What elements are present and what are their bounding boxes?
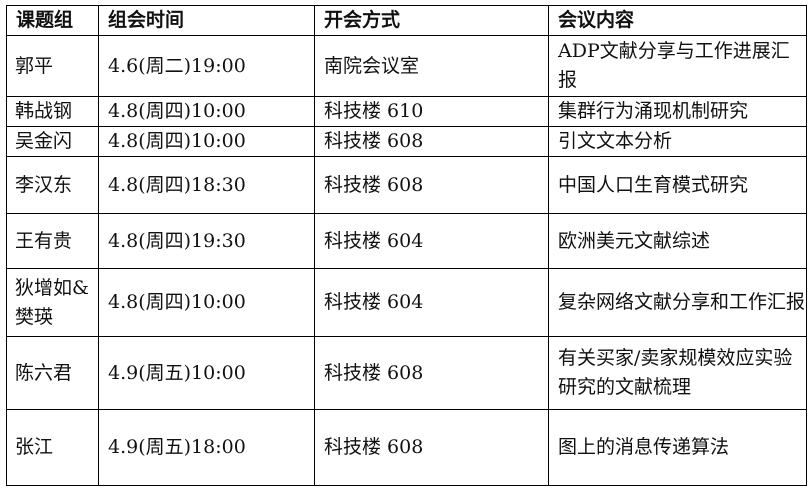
header-content: 会议内容: [548, 5, 807, 36]
table-row: 郭平 4.6(周二)19:00 南院会议室 ADP文献分享与工作进展汇报: [6, 35, 807, 97]
table-row: 王有贵 4.8(周四)19:30 科技楼 604 欧洲美元文献综述: [6, 213, 807, 269]
content-cell: 中国人口生育模式研究: [548, 156, 807, 214]
place-cell: 科技楼 608: [314, 336, 549, 410]
group-cell: 陈六君: [6, 336, 99, 410]
place-cell: 科技楼 608: [314, 156, 549, 214]
place-cell: 科技楼 608: [314, 409, 549, 486]
time-cell: 4.8(周四)10:00: [98, 96, 315, 127]
table-row: 狄增如&樊瑛 4.8(周四)10:00 科技楼 604 复杂网络文献分享和工作汇报: [6, 268, 807, 337]
time-cell: 4.8(周四)19:30: [98, 213, 315, 269]
table-row: 吴金闪 4.8(周四)10:00 科技楼 608 引文文本分析: [6, 126, 807, 157]
table-row: 李汉东 4.8(周四)18:30 科技楼 608 中国人口生育模式研究: [6, 156, 807, 214]
content-cell: 集群行为涌现机制研究: [548, 96, 807, 127]
place-cell: 科技楼 604: [314, 268, 549, 337]
table-row: 张江 4.9(周五)18:00 科技楼 608 图上的消息传递算法: [6, 409, 807, 486]
place-cell: 南院会议室: [314, 35, 549, 97]
content-cell: 欧洲美元文献综述: [548, 213, 807, 269]
header-time: 组会时间: [98, 5, 315, 36]
place-cell: 科技楼 604: [314, 213, 549, 269]
group-cell: 王有贵: [6, 213, 99, 269]
header-row: 课题组 组会时间 开会方式 会议内容: [6, 5, 807, 36]
meeting-schedule-table: 课题组 组会时间 开会方式 会议内容 郭平 4.6(周二)19:00 南院会议室 AD…: [6, 5, 807, 486]
header-group: 课题组: [6, 5, 99, 36]
time-cell: 4.9(周五)10:00: [98, 336, 315, 410]
group-cell: 郭平: [6, 35, 99, 97]
group-cell: 韩战钢: [6, 96, 99, 127]
header-place: 开会方式: [314, 5, 549, 36]
group-cell: 狄增如&樊瑛: [6, 268, 99, 337]
time-cell: 4.8(周四)10:00: [98, 126, 315, 157]
group-cell: 张江: [6, 409, 99, 486]
time-cell: 4.6(周二)19:00: [98, 35, 315, 97]
content-cell: ADP文献分享与工作进展汇报: [548, 35, 807, 97]
group-cell: 吴金闪: [6, 126, 99, 157]
place-cell: 科技楼 610: [314, 96, 549, 127]
content-cell: 图上的消息传递算法: [548, 409, 807, 486]
content-cell: 有关买家/卖家规模效应实验研究的文献梳理: [548, 336, 807, 410]
content-cell: 复杂网络文献分享和工作汇报: [548, 268, 807, 337]
place-cell: 科技楼 608: [314, 126, 549, 157]
time-cell: 4.8(周四)18:30: [98, 156, 315, 214]
group-cell: 李汉东: [6, 156, 99, 214]
time-cell: 4.9(周五)18:00: [98, 409, 315, 486]
table-row: 韩战钢 4.8(周四)10:00 科技楼 610 集群行为涌现机制研究: [6, 96, 807, 127]
time-cell: 4.8(周四)10:00: [98, 268, 315, 337]
table-row: 陈六君 4.9(周五)10:00 科技楼 608 有关买家/卖家规模效应实验研究的文献…: [6, 336, 807, 410]
content-cell: 引文文本分析: [548, 126, 807, 157]
